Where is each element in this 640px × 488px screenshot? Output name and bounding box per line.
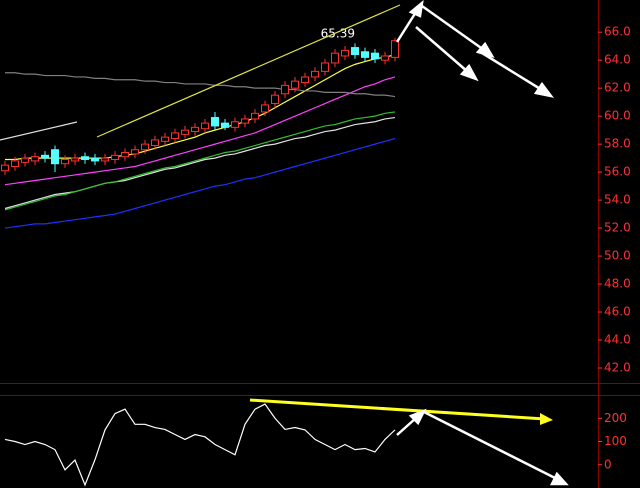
arrow-head <box>549 471 569 486</box>
y-tick-label: 44.0 <box>604 333 631 347</box>
candle-body <box>211 117 219 127</box>
candle-body <box>21 157 29 163</box>
y-tick-label: 50.0 <box>604 249 631 263</box>
arrow <box>249 398 546 421</box>
y-tick-label: 54.0 <box>604 193 631 207</box>
candle-body <box>251 112 259 120</box>
y-tick-label: 48.0 <box>604 277 631 291</box>
arrow-head <box>459 63 479 82</box>
candle-body <box>221 122 229 128</box>
candle-body <box>291 80 299 89</box>
moving-average <box>5 72 396 98</box>
y-tick-label: 62.0 <box>604 81 631 95</box>
candle-body <box>231 121 239 128</box>
candle-body <box>31 156 39 162</box>
y-tick-label: 60.0 <box>604 109 631 123</box>
candle-body <box>241 118 249 124</box>
candle-body <box>91 157 99 162</box>
trend-line <box>0 121 78 141</box>
candle-body <box>181 129 189 135</box>
y-tick-label: 200 <box>604 411 627 425</box>
y-tick-label: 58.0 <box>604 137 631 151</box>
candle-body <box>311 70 319 78</box>
candle-body <box>71 157 79 162</box>
candle-body <box>171 132 179 140</box>
moving-average <box>4 76 396 186</box>
moving-average <box>5 53 396 161</box>
arrow <box>421 4 485 52</box>
arrow-head <box>533 81 554 98</box>
arrow-head <box>408 0 424 18</box>
y-tick-label: 64.0 <box>604 53 631 67</box>
y-tick-label: 42.0 <box>604 361 631 375</box>
y-tick-label: 52.0 <box>604 221 631 235</box>
price-label: 65.39 <box>321 26 355 40</box>
moving-average <box>4 116 396 210</box>
arrow-head <box>540 413 553 425</box>
candle-body <box>391 40 399 58</box>
candle-body <box>341 49 349 57</box>
candle-body <box>11 160 19 168</box>
y-tick-label: 56.0 <box>604 165 631 179</box>
candle-body <box>141 143 149 151</box>
candle-body <box>261 104 269 113</box>
candle-body <box>61 159 69 165</box>
moving-average <box>4 137 396 229</box>
y-tick-label: 100 <box>604 434 627 448</box>
candle-body <box>101 157 109 162</box>
arrow <box>415 26 469 73</box>
annotations <box>0 4 553 425</box>
candle-body <box>131 149 139 155</box>
moving-average <box>4 111 396 211</box>
candle-body <box>121 152 129 158</box>
trend-line <box>96 4 401 138</box>
arrow <box>395 11 418 43</box>
candle-body <box>351 47 359 56</box>
arrow <box>396 417 417 436</box>
arrow-head <box>408 408 427 426</box>
y-tick-label: 46.0 <box>604 305 631 319</box>
candle-body <box>361 51 369 58</box>
plot: 42.0 44.0 46.0 48.0 50.0 52.0 54.0 56.0 58.0 60.0… <box>1 25 631 487</box>
indicator-line <box>4 403 396 487</box>
candle-body <box>1 164 9 172</box>
arrow <box>423 410 558 481</box>
candle-body <box>81 156 89 161</box>
candle-body <box>51 149 59 165</box>
candle-body <box>151 139 159 147</box>
candle-body <box>191 126 199 133</box>
y-tick-label: 66.0 <box>604 25 631 39</box>
candle-body <box>201 122 209 130</box>
candle-body <box>321 62 329 72</box>
candle-body <box>381 55 389 61</box>
candle-body <box>111 154 119 161</box>
candle-body <box>161 136 169 142</box>
arrows <box>395 0 569 486</box>
arrow <box>481 51 543 92</box>
candle-body <box>371 52 379 60</box>
candle-body <box>301 76 309 84</box>
candle-body <box>271 94 279 105</box>
y-tick-label: 0 <box>604 457 612 471</box>
candle-body <box>281 84 289 95</box>
candle-body <box>331 52 339 64</box>
candle-body <box>41 154 49 159</box>
